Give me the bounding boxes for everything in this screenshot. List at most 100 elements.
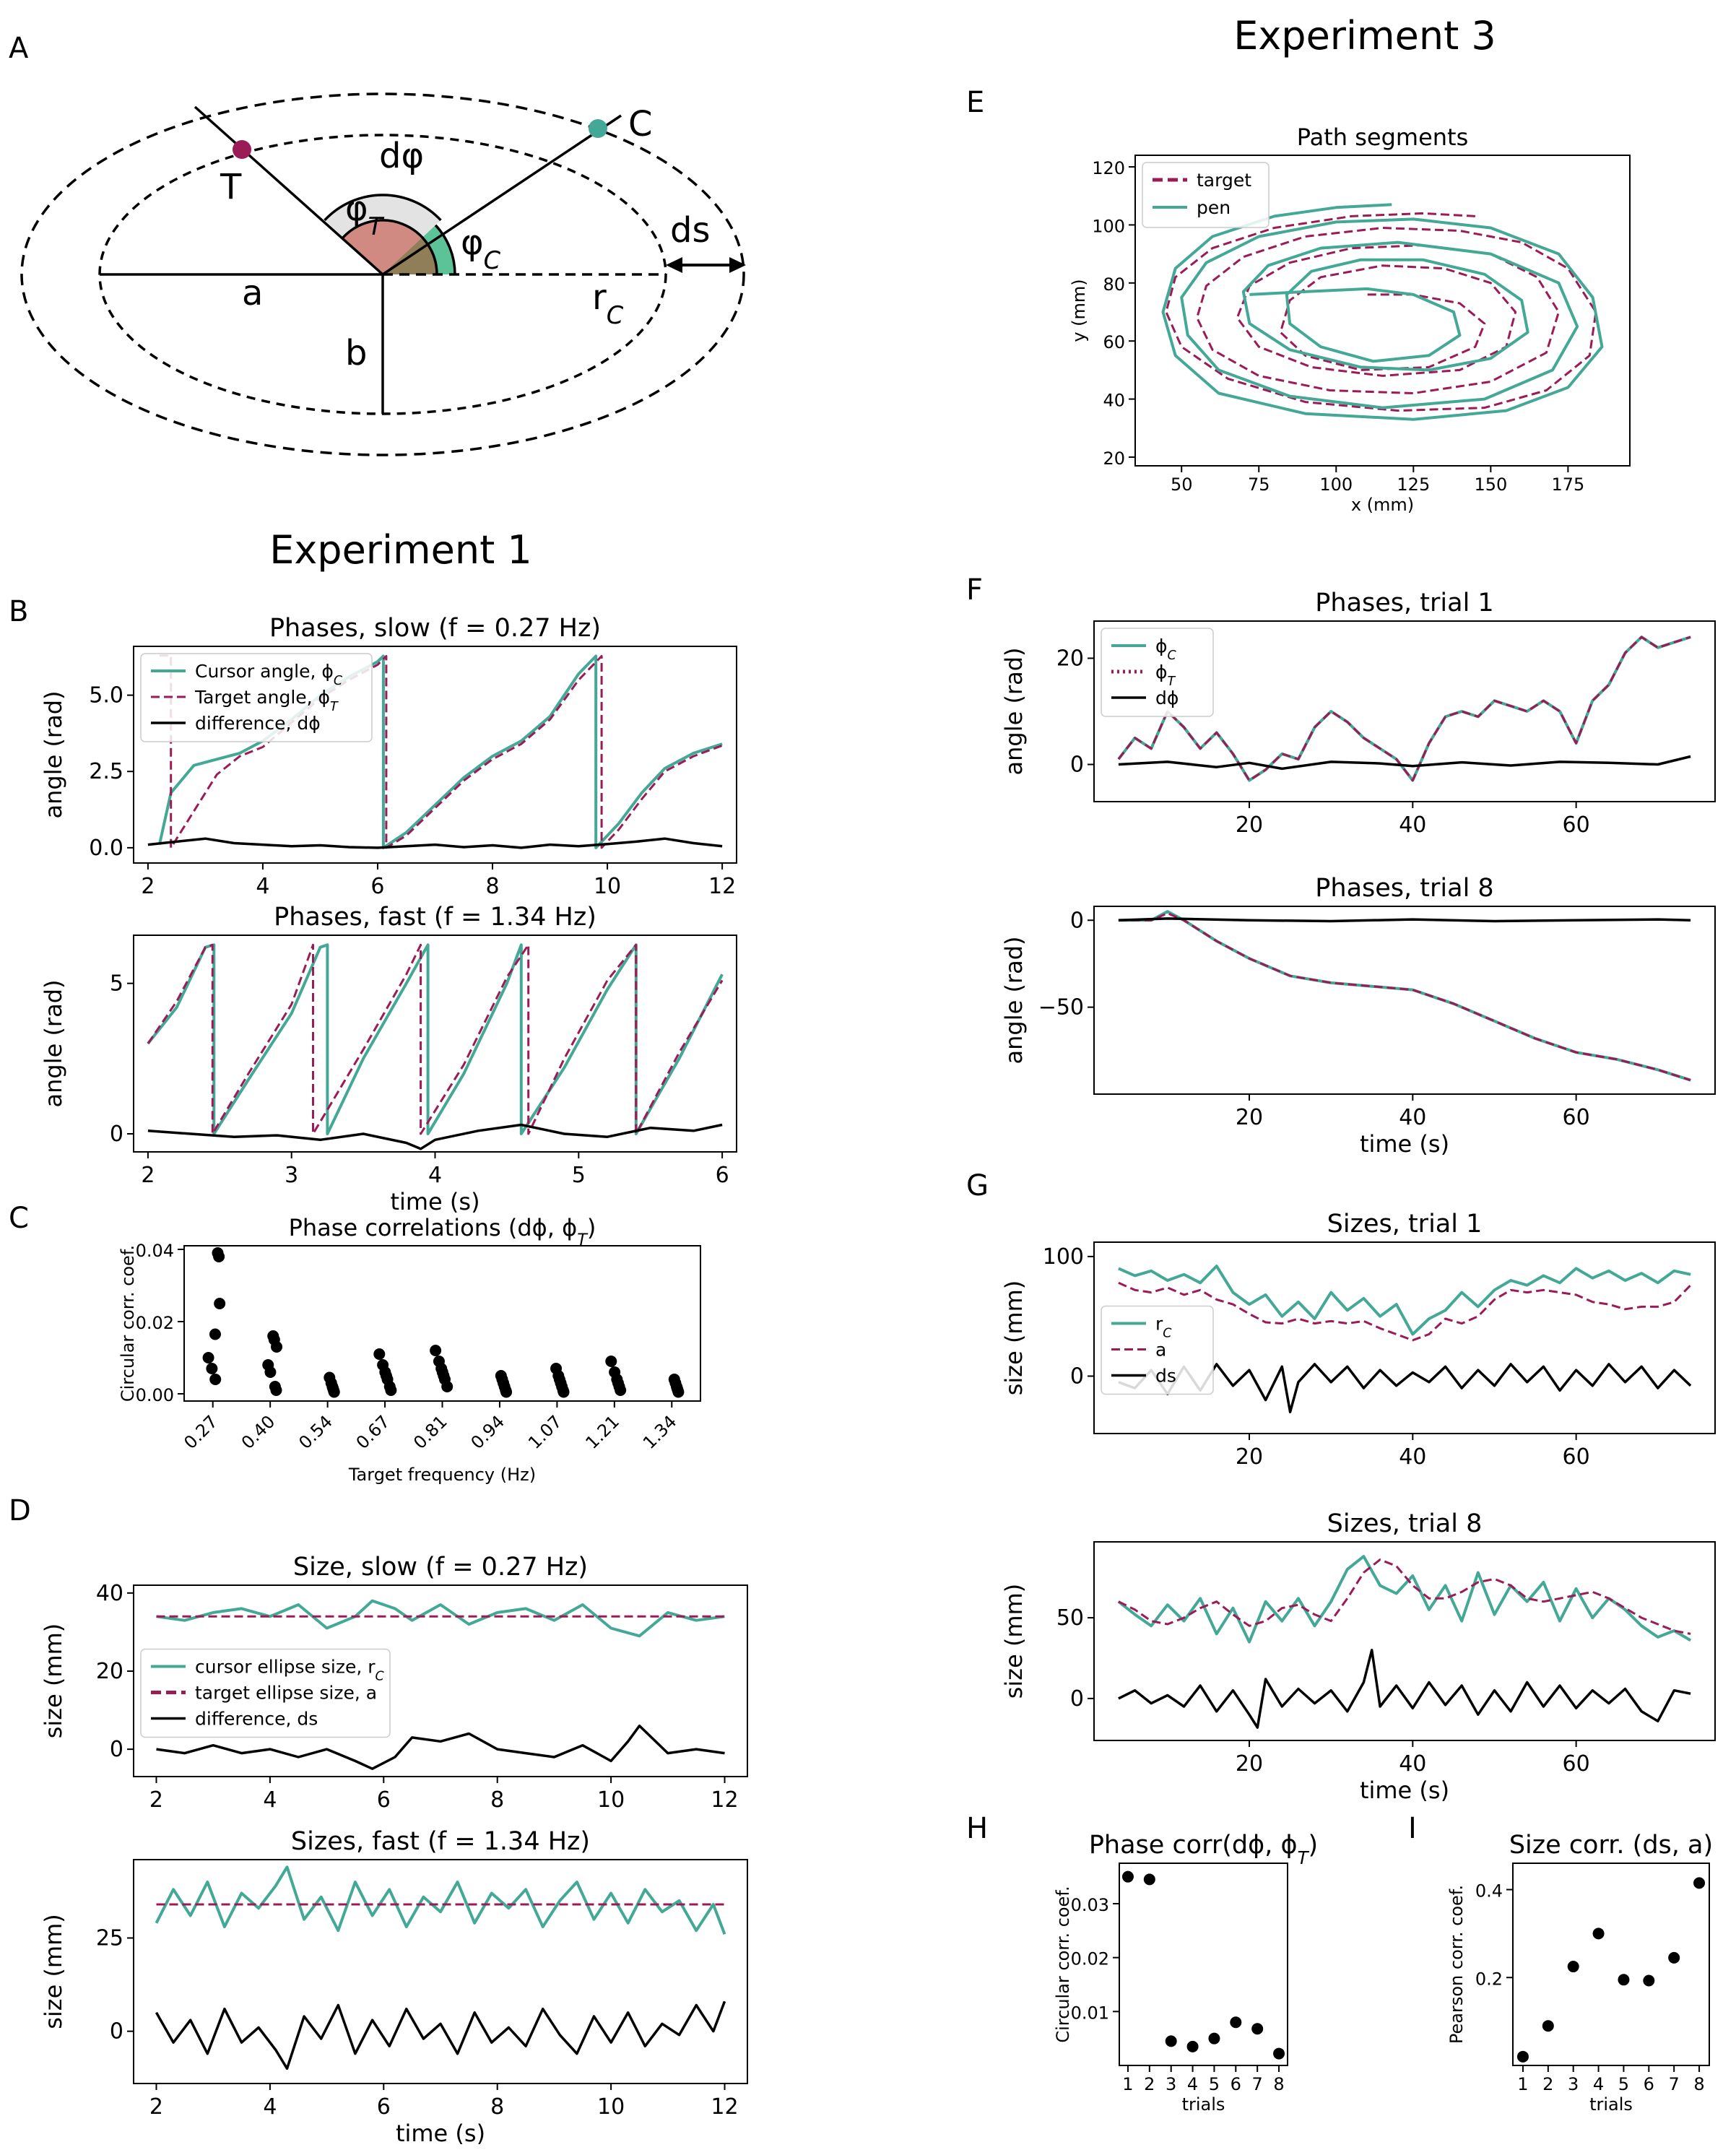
legend-label: dϕ	[1155, 688, 1179, 708]
x-axis-label: time (s)	[396, 2120, 485, 2147]
y-tick-label: 0	[1070, 1686, 1084, 1712]
chart-title: Phases, trial 1	[1315, 589, 1493, 617]
y-tick-label: 0	[110, 1737, 123, 1762]
legend-box	[140, 653, 373, 742]
label-phiC: φC	[461, 222, 501, 274]
chart-D2: Sizes, fast (f = 1.34 Hz) 0 25 2 4 6 8 10 12 time…	[40, 1827, 748, 2147]
x-tick-label: 12	[711, 1787, 738, 1813]
x-tick-label: 6	[1644, 2074, 1654, 2094]
x-tick-label: 6	[377, 1787, 391, 1813]
x-tick-label: 1	[1517, 2074, 1528, 2094]
data-point	[206, 1363, 218, 1374]
series-line-phi_C	[1118, 910, 1691, 1082]
panel-label-B: B	[9, 595, 28, 628]
x-tick-label: 6	[1231, 2074, 1241, 2094]
y-axis-label: y (mm)	[1069, 279, 1089, 342]
series-line-dphi	[1118, 917, 1691, 923]
legend-label: target	[1197, 170, 1251, 191]
label-a: a	[242, 273, 263, 313]
data-point	[1668, 1951, 1680, 1964]
chart-title: Phase correlations (dϕ, ϕT)	[289, 1214, 596, 1249]
legend-box	[140, 1648, 391, 1738]
y-tick-label: 0	[110, 2019, 123, 2045]
plot-area	[1117, 636, 1691, 782]
ds-arrowhead-right	[729, 257, 746, 273]
series-line-a	[1118, 1558, 1691, 1635]
phiC-arc	[434, 224, 456, 275]
x-tick-label: 20	[1236, 1751, 1263, 1777]
plot-area	[1117, 1555, 1692, 1729]
x-axis-label: trials	[1182, 2094, 1225, 2115]
x-tick-label: 75	[1248, 474, 1270, 495]
y-axis-label: angle (rad)	[40, 980, 67, 1108]
x-tick-label: 8	[1693, 2074, 1704, 2094]
chart-title: Phases, fast (f = 1.34 Hz)	[274, 903, 596, 932]
legend-label: ϕT	[1155, 662, 1176, 689]
chart-F2: Phases, trial 8 −50 0 20 40 60 time (s) angle (…	[1000, 874, 1716, 1158]
y-tick-label: 2.5	[89, 759, 123, 784]
legend-label: cursor ellipse size, rC	[195, 1657, 385, 1684]
data-point	[209, 1328, 221, 1340]
data-point	[441, 1381, 453, 1392]
panel-label-H: H	[966, 1812, 988, 1845]
x-tick-label: 4	[1593, 2074, 1604, 2094]
x-tick-label: 2	[149, 2094, 163, 2120]
T-ray	[194, 105, 384, 276]
data-point	[1230, 2016, 1242, 2029]
y-tick-label: 100	[1092, 216, 1125, 236]
data-point	[1208, 2032, 1220, 2045]
x-tick-label: 2	[149, 1787, 163, 1813]
y-axis-label: angle (rad)	[40, 691, 67, 819]
series-line-difference	[147, 1123, 723, 1150]
chart-title: Size corr. (ds, a)	[1509, 1831, 1713, 1860]
plot-frame	[133, 1584, 748, 1777]
data-point	[615, 1384, 627, 1396]
y-tick-label: 0	[1070, 1364, 1084, 1389]
y-tick-label: 0.00	[136, 1385, 174, 1405]
plot-frame	[1093, 620, 1716, 802]
x-tick-label: 6	[716, 1163, 729, 1188]
data-point	[430, 1345, 442, 1356]
data-point	[605, 1356, 617, 1367]
legend-label: difference, ds	[195, 1709, 318, 1730]
legend-label: a	[1155, 1340, 1166, 1361]
series-line-pen	[1161, 203, 1604, 421]
x-tick-label: 2	[1542, 2074, 1553, 2094]
y-tick-label: 0.03	[1071, 1895, 1109, 1915]
chart-title: Sizes, trial 8	[1327, 1509, 1483, 1538]
data-point	[209, 1374, 222, 1385]
x-tick-label: 3	[1166, 2074, 1176, 2094]
y-tick-label: 0.0	[89, 836, 123, 861]
x-tick-label: 4	[428, 1163, 442, 1188]
y-tick-label: 60	[1103, 332, 1125, 352]
x-tick-label: 4	[1187, 2074, 1198, 2094]
chart-D1: Size, slow (f = 0.27 Hz) 0 20 40 2 4 6 8 10 12 siz…	[40, 1553, 748, 1813]
plot-area	[147, 654, 723, 849]
data-point	[1165, 2035, 1177, 2047]
x-tick-label: 0.67	[352, 1411, 394, 1453]
series-line-Cursor-angle	[147, 943, 724, 1135]
chart-F1: Phases, trial 1 0 20 20 40 60 angle (rad) ϕCϕTd…	[1000, 589, 1716, 838]
y-tick-label: 0.02	[1071, 1949, 1109, 1969]
x-tick-label: 1.07	[524, 1411, 566, 1453]
y-axis-label: angle (rad)	[1000, 937, 1028, 1065]
data-point	[557, 1386, 570, 1398]
chart-title: Sizes, trial 1	[1327, 1210, 1483, 1239]
data-point	[270, 1384, 282, 1396]
data-point	[202, 1352, 214, 1363]
panel-label-G: G	[966, 1169, 989, 1202]
x-tick-label: 40	[1399, 1751, 1426, 1777]
series-line-Target-angle	[147, 943, 724, 1135]
data-point	[214, 1298, 226, 1309]
y-axis-label: angle (rad)	[1000, 648, 1028, 776]
plot-frame	[1093, 1541, 1716, 1741]
series-line-cursor-ellipse-size	[156, 1599, 725, 1638]
y-axis-label: Circular corr. coef.	[118, 1245, 138, 1402]
plot-frame	[1134, 155, 1631, 467]
plot-area	[1118, 910, 1691, 1082]
x-tick-label: 2	[141, 1163, 155, 1188]
x-tick-label: 7	[1669, 2074, 1680, 2094]
plot-area	[156, 1599, 725, 1770]
plot-frame	[1093, 906, 1716, 1095]
